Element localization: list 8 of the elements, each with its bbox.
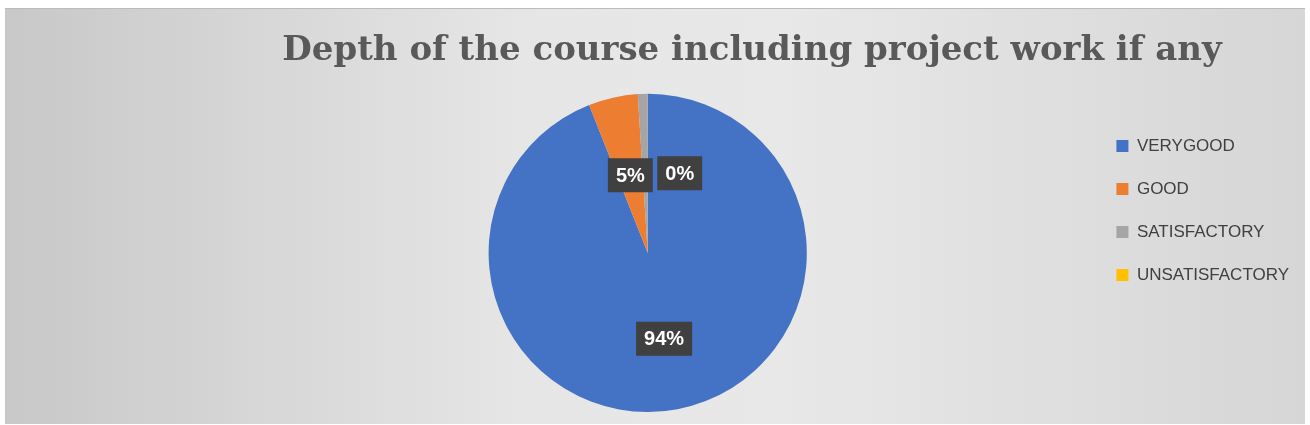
data-label: 5% xyxy=(615,163,646,186)
legend-label: SATISFACTORY xyxy=(1136,221,1265,241)
data-label: 94% xyxy=(644,327,685,350)
legend-label: VERYGOOD xyxy=(1136,135,1235,155)
chart-title: Depth of the course including project work if any xyxy=(282,28,1223,69)
legend-label: GOOD xyxy=(1136,178,1189,198)
text: 0% xyxy=(665,161,695,184)
legend-label: UNSATISFACTORY xyxy=(1136,264,1290,284)
